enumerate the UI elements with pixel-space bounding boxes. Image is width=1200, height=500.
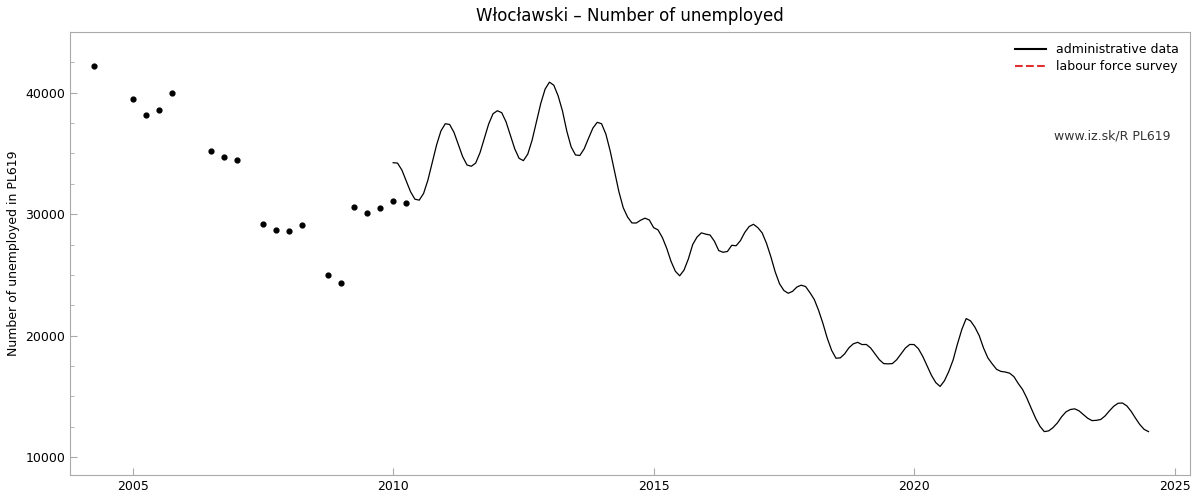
Point — [331, 280, 350, 287]
Point — [344, 203, 364, 211]
Point — [358, 209, 377, 217]
Point — [371, 204, 390, 212]
Title: Włocławski – Number of unemployed: Włocławski – Number of unemployed — [476, 7, 784, 25]
Point — [84, 62, 103, 70]
Point — [318, 271, 337, 279]
Point — [215, 153, 234, 161]
Point — [124, 95, 143, 103]
Legend: administrative data, labour force survey: administrative data, labour force survey — [1009, 38, 1184, 78]
Point — [266, 226, 286, 234]
Point — [253, 220, 272, 228]
Point — [202, 147, 221, 155]
Point — [149, 106, 168, 114]
Point — [136, 110, 155, 118]
Point — [227, 156, 246, 164]
Point — [384, 197, 403, 205]
Point — [280, 227, 299, 235]
Point — [162, 89, 181, 97]
Point — [293, 221, 312, 229]
Point — [397, 199, 416, 207]
Y-axis label: Number of unemployed in PL619: Number of unemployed in PL619 — [7, 151, 20, 356]
Text: www.iz.sk/R PL619: www.iz.sk/R PL619 — [1055, 130, 1171, 142]
